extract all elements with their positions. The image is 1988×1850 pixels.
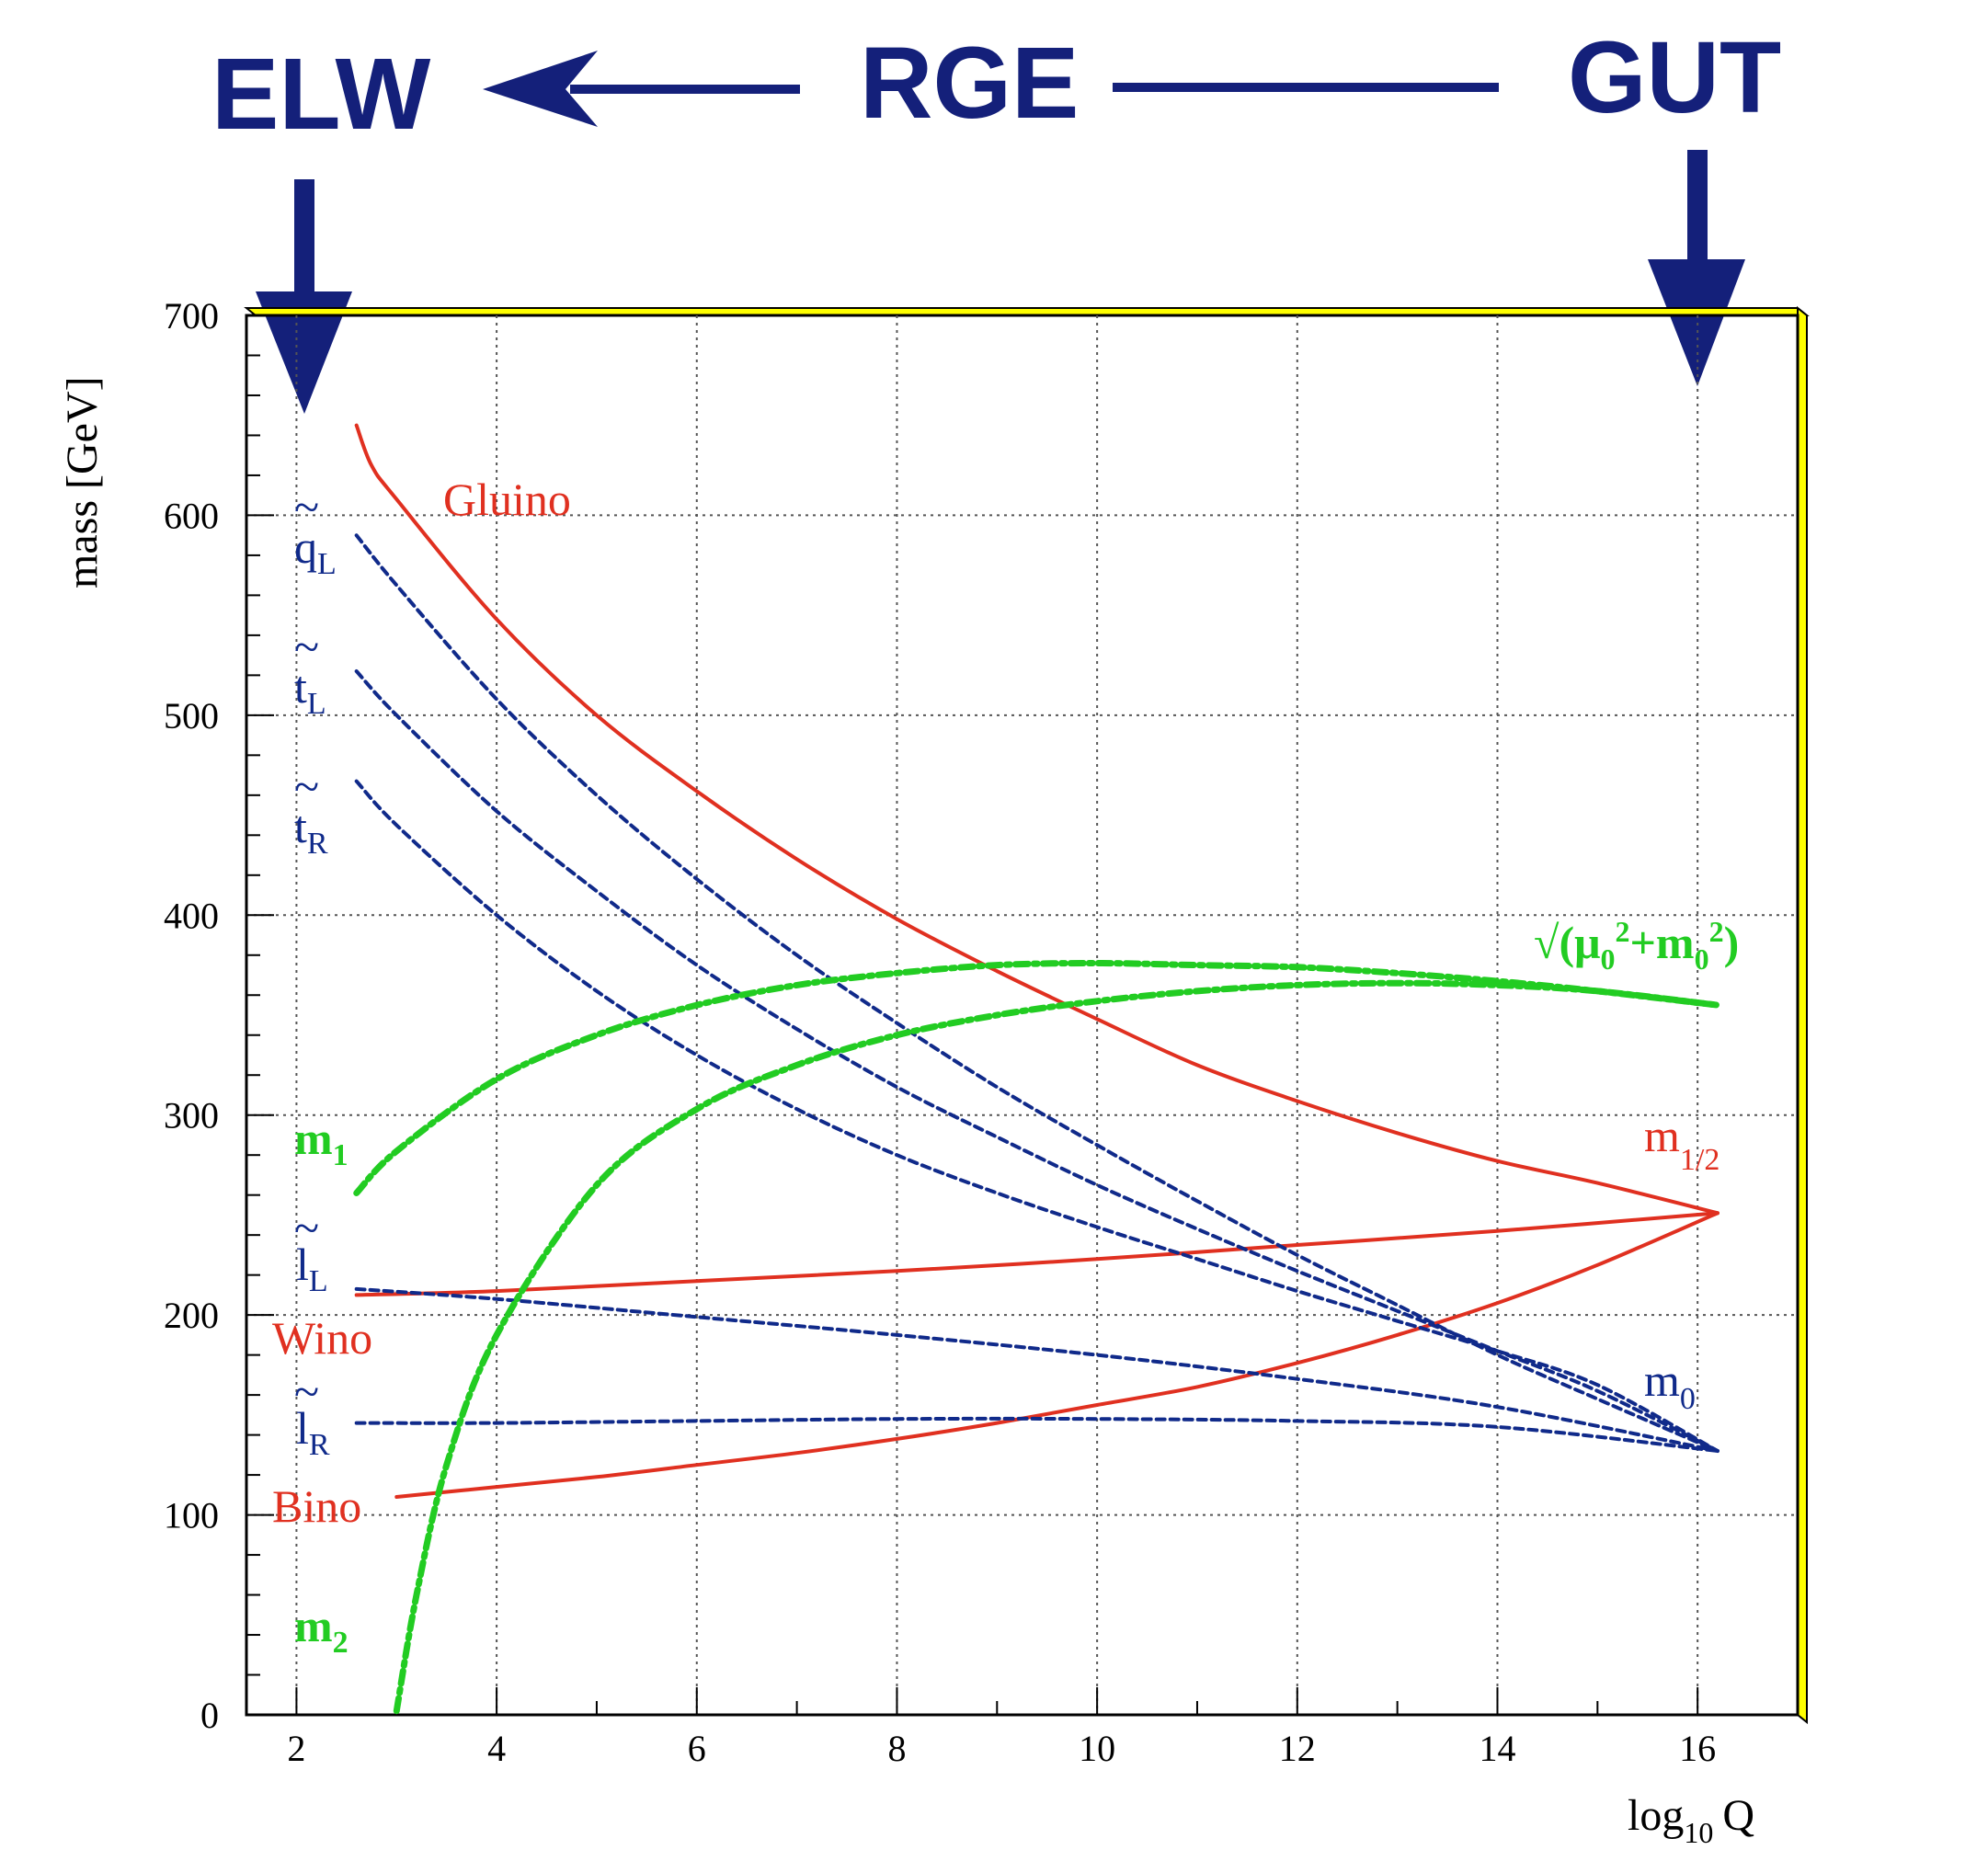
series-m2 [393,979,1721,1715]
y-tick-label: 700 [164,295,219,337]
gluino-label: Gluino [443,474,571,525]
lL-tilde: ~ [294,1202,319,1253]
series-lL [354,1286,1720,1453]
y-axis-title: mass [GeV] [58,376,107,588]
tL-label: ~ tL [294,621,326,721]
sqrt-mu-m0-label: √(μ02+m02) [1534,915,1739,976]
curve-labels: Gluino ~ qL ~ tL ~ tR m1 ~ lL Wino ~ lR … [272,474,1739,1660]
lR-tilde: ~ [294,1365,319,1417]
m1-sub: 1 [333,1138,348,1172]
x-tick-label: 12 [1279,1728,1316,1769]
m2-main: m [294,1600,333,1651]
m-half-sub: 1/2 [1680,1143,1720,1177]
lL-label: ~ lL [294,1202,328,1298]
x-tick-label: 4 [487,1728,506,1769]
lR-main: l [296,1402,309,1454]
x-axis-title-sub: 10 [1684,1816,1713,1849]
lR-sub: R [309,1428,330,1462]
lR-label: ~ lR [294,1365,330,1462]
series-tL [354,669,1720,1453]
svg-text:lL: lL [296,1239,328,1298]
svg-text:tR: tR [294,801,328,861]
tR-tilde: ~ [294,760,319,812]
qL-tilde: ~ [294,481,319,532]
tL-sub: L [307,687,326,721]
qL-label: ~ qL [294,481,337,581]
series-bino [394,1211,1720,1499]
series-lR [354,1416,1720,1453]
svg-text:lR: lR [296,1402,330,1462]
sqrt-part-e: 0 [1695,942,1709,976]
y-tick-label: 0 [200,1695,219,1736]
series-qL [354,533,1720,1453]
x-axis-title-tail: Q [1722,1791,1754,1840]
x-tick-label: 10 [1079,1728,1115,1769]
sqrt-part-g: ) [1724,917,1740,968]
lL-main: l [296,1239,309,1290]
x-axis-title-main: log [1628,1791,1684,1840]
bino-label: Bino [272,1480,361,1532]
series-tR [354,779,1720,1453]
tL-tilde: ~ [294,621,319,672]
y-tick-label: 200 [164,1295,219,1336]
banner-elw-label: ELW [211,38,430,151]
banner-gut-label: GUT [1568,21,1781,134]
sqrt-part-a: √(μ [1534,917,1600,968]
plot-area [245,314,1799,1717]
x-tick-label: 6 [688,1728,706,1769]
m0-main: m [1644,1354,1680,1406]
series-layer [353,423,1721,1715]
tR-label: ~ tR [294,760,328,861]
x-tick-label: 2 [287,1728,305,1769]
elw-down-arrow-icon [256,179,352,414]
y-tick-label: 300 [164,1095,219,1136]
m1-label: m1 [294,1113,348,1172]
sqrt-part-c: 2 [1615,915,1629,948]
sqrt-part-f: 2 [1709,915,1724,948]
m0-sub: 0 [1680,1382,1696,1416]
m2-label: m2 [294,1600,348,1660]
svg-text:qL: qL [294,521,337,581]
series-m1 [353,959,1721,1196]
tR-sub: R [307,827,328,861]
series-wino [354,1211,1720,1297]
lL-sub: L [309,1264,328,1298]
sqrt-part-b: 0 [1600,942,1615,976]
m-half-main: m [1644,1110,1680,1161]
sqrt-part-d: +m [1629,917,1694,968]
y-tick-label: 400 [164,895,219,936]
m1-main: m [294,1113,333,1164]
qL-main: q [294,521,317,573]
left-arrow-icon [483,51,800,127]
banner: ELW RGE GUT [211,21,1781,414]
gut-down-arrow-icon [1648,150,1745,386]
x-axis-title: log10 Q [1628,1791,1754,1849]
grid [246,315,1798,1715]
wino-label: Wino [272,1312,372,1364]
m-half-label: m1/2 [1644,1110,1720,1177]
series-gluino [354,423,1720,1216]
x-tick-label: 16 [1679,1728,1716,1769]
y-tick-label: 100 [164,1495,219,1536]
y-tick-label: 600 [164,495,219,536]
tL-main: t [294,661,307,713]
banner-rge-label: RGE [860,27,1079,140]
x-tick-label: 8 [887,1728,906,1769]
svg-text:tL: tL [294,661,326,721]
m2-sub: 2 [333,1626,348,1660]
qL-sub: L [317,547,337,581]
y-tick-label: 500 [164,695,219,737]
m0-label: m0 [1644,1354,1696,1416]
tR-main: t [294,801,307,852]
x-tick-label: 14 [1479,1728,1515,1769]
